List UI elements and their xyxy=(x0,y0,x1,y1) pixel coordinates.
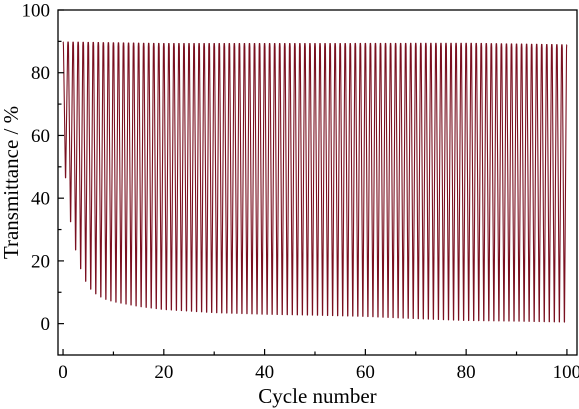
series-line xyxy=(62,41,568,323)
x-tick-label: 60 xyxy=(356,362,375,383)
y-tick-label: 20 xyxy=(31,251,50,272)
x-tick-label: 20 xyxy=(154,362,173,383)
series-layer xyxy=(62,41,568,323)
x-tick-label: 0 xyxy=(58,362,68,383)
plot-frame xyxy=(57,9,578,356)
plot-area: 0 20 40 60 80 100 0 20 40 60 80 100 xyxy=(22,1,579,384)
y-tick-label: 100 xyxy=(22,1,51,22)
y-tick-label: 60 xyxy=(31,126,50,147)
y-tick-label: 0 xyxy=(41,314,51,335)
y-tick-label: 80 xyxy=(31,63,50,84)
y-axis-label: Transmittance / % xyxy=(0,106,23,259)
ticks-layer: 0 20 40 60 80 100 0 20 40 60 80 100 xyxy=(22,1,579,384)
x-axis-label: Cycle number xyxy=(258,384,376,408)
x-tick-label: 80 xyxy=(457,362,476,383)
x-tick-label: 40 xyxy=(255,362,274,383)
x-tick-label: 100 xyxy=(553,362,579,383)
y-tick-label: 40 xyxy=(31,189,50,210)
